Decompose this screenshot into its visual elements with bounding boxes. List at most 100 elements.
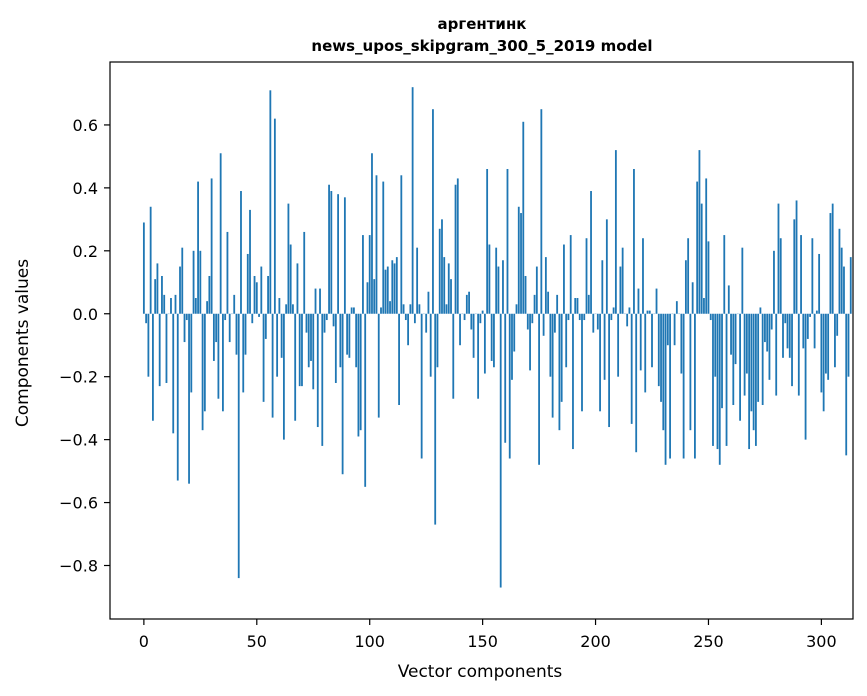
bar-106: [382, 181, 385, 314]
bar-110: [391, 260, 394, 314]
bar-173: [533, 294, 536, 314]
x-axis-ticks: 0 50 100 150 200 250 300: [139, 619, 837, 651]
bar-253: [714, 313, 717, 377]
bar-227: [655, 288, 658, 314]
bar-280: [775, 313, 778, 396]
bar-128: [432, 109, 434, 314]
bar-37: [226, 231, 229, 314]
bar-193: [578, 313, 581, 321]
bar-118: [409, 304, 412, 314]
bar-236: [675, 301, 678, 314]
bar-60: [278, 298, 281, 314]
y-tick-label-0: −0.8: [59, 557, 98, 576]
bar-130: [436, 313, 439, 368]
bar-54: [264, 313, 267, 339]
bar-306: [834, 313, 836, 368]
bar-208: [612, 307, 615, 314]
y-tick-label-6: 0.4: [73, 179, 98, 198]
bar-216: [630, 313, 633, 424]
bar-169: [524, 275, 527, 314]
bar-129: [434, 313, 437, 525]
bar-133: [443, 257, 446, 314]
bar-49: [253, 275, 256, 314]
bar-26: [201, 313, 204, 431]
bar-100: [368, 235, 371, 314]
bar-224: [648, 310, 651, 314]
bar-273: [759, 307, 762, 314]
bar-230: [662, 313, 665, 431]
bar-266: [743, 313, 746, 396]
bar-8: [161, 275, 163, 314]
bar-160: [504, 313, 507, 443]
y-tick-label-3: −0.2: [59, 368, 98, 387]
bar-247: [700, 203, 703, 314]
bar-158: [499, 313, 502, 588]
bar-0: [142, 222, 145, 314]
bar-153: [488, 244, 491, 314]
bar-1: [145, 313, 148, 324]
bar-81: [325, 313, 328, 321]
bar-86: [337, 194, 339, 314]
bar-143: [465, 294, 468, 314]
bar-187: [565, 313, 568, 368]
bar-267: [745, 313, 748, 374]
bar-119: [411, 87, 414, 314]
bar-45: [244, 313, 247, 355]
bar-258: [725, 313, 728, 446]
bar-259: [727, 285, 730, 314]
bar-304: [829, 213, 832, 314]
bar-218: [635, 313, 638, 453]
bar-242: [689, 313, 692, 431]
bar-281: [777, 203, 780, 314]
bar-288: [793, 219, 796, 314]
bar-205: [605, 219, 608, 314]
bar-308: [838, 228, 841, 314]
bar-241: [687, 238, 690, 314]
bar-309: [840, 247, 843, 314]
chart-title-line-2: news_upos_skipgram_300_5_2019 model: [311, 37, 652, 55]
bar-199: [592, 313, 595, 333]
bar-50: [255, 282, 258, 314]
bar-154: [490, 313, 493, 361]
bar-20: [188, 313, 190, 484]
bar-24: [197, 181, 199, 314]
bar-183: [556, 294, 559, 314]
bar-148: [477, 313, 480, 399]
bar-293: [804, 313, 807, 440]
bar-80: [323, 313, 326, 333]
bar-82: [328, 184, 330, 314]
bar-34: [219, 153, 222, 314]
bar-38: [228, 313, 231, 343]
bar-94: [355, 313, 358, 368]
bar-175: [538, 313, 540, 465]
bar-215: [628, 307, 631, 314]
bar-191: [574, 298, 577, 314]
bar-93: [353, 307, 355, 314]
bar-261: [732, 313, 735, 406]
bar-282: [779, 238, 782, 314]
bar-180: [549, 313, 552, 377]
bar-256: [721, 313, 723, 409]
bar-168: [522, 121, 525, 314]
bar-298: [815, 310, 818, 314]
bar-244: [694, 313, 696, 459]
bar-125: [425, 313, 428, 333]
y-tick-label-7: 0.6: [73, 116, 98, 135]
bar-132: [441, 219, 443, 314]
bar-188: [567, 313, 570, 321]
bar-176: [540, 109, 543, 314]
bar-286: [788, 313, 791, 358]
bar-235: [673, 313, 676, 346]
bar-171: [529, 313, 531, 371]
bar-275: [764, 313, 766, 343]
bar-18: [183, 313, 186, 343]
bar-87: [339, 313, 342, 368]
bar-192: [576, 298, 579, 314]
bar-76: [314, 288, 317, 314]
bar-307: [836, 313, 839, 336]
bar-35: [222, 313, 224, 412]
bar-75: [312, 313, 315, 390]
bar-177: [542, 313, 545, 336]
bar-96: [359, 313, 362, 431]
